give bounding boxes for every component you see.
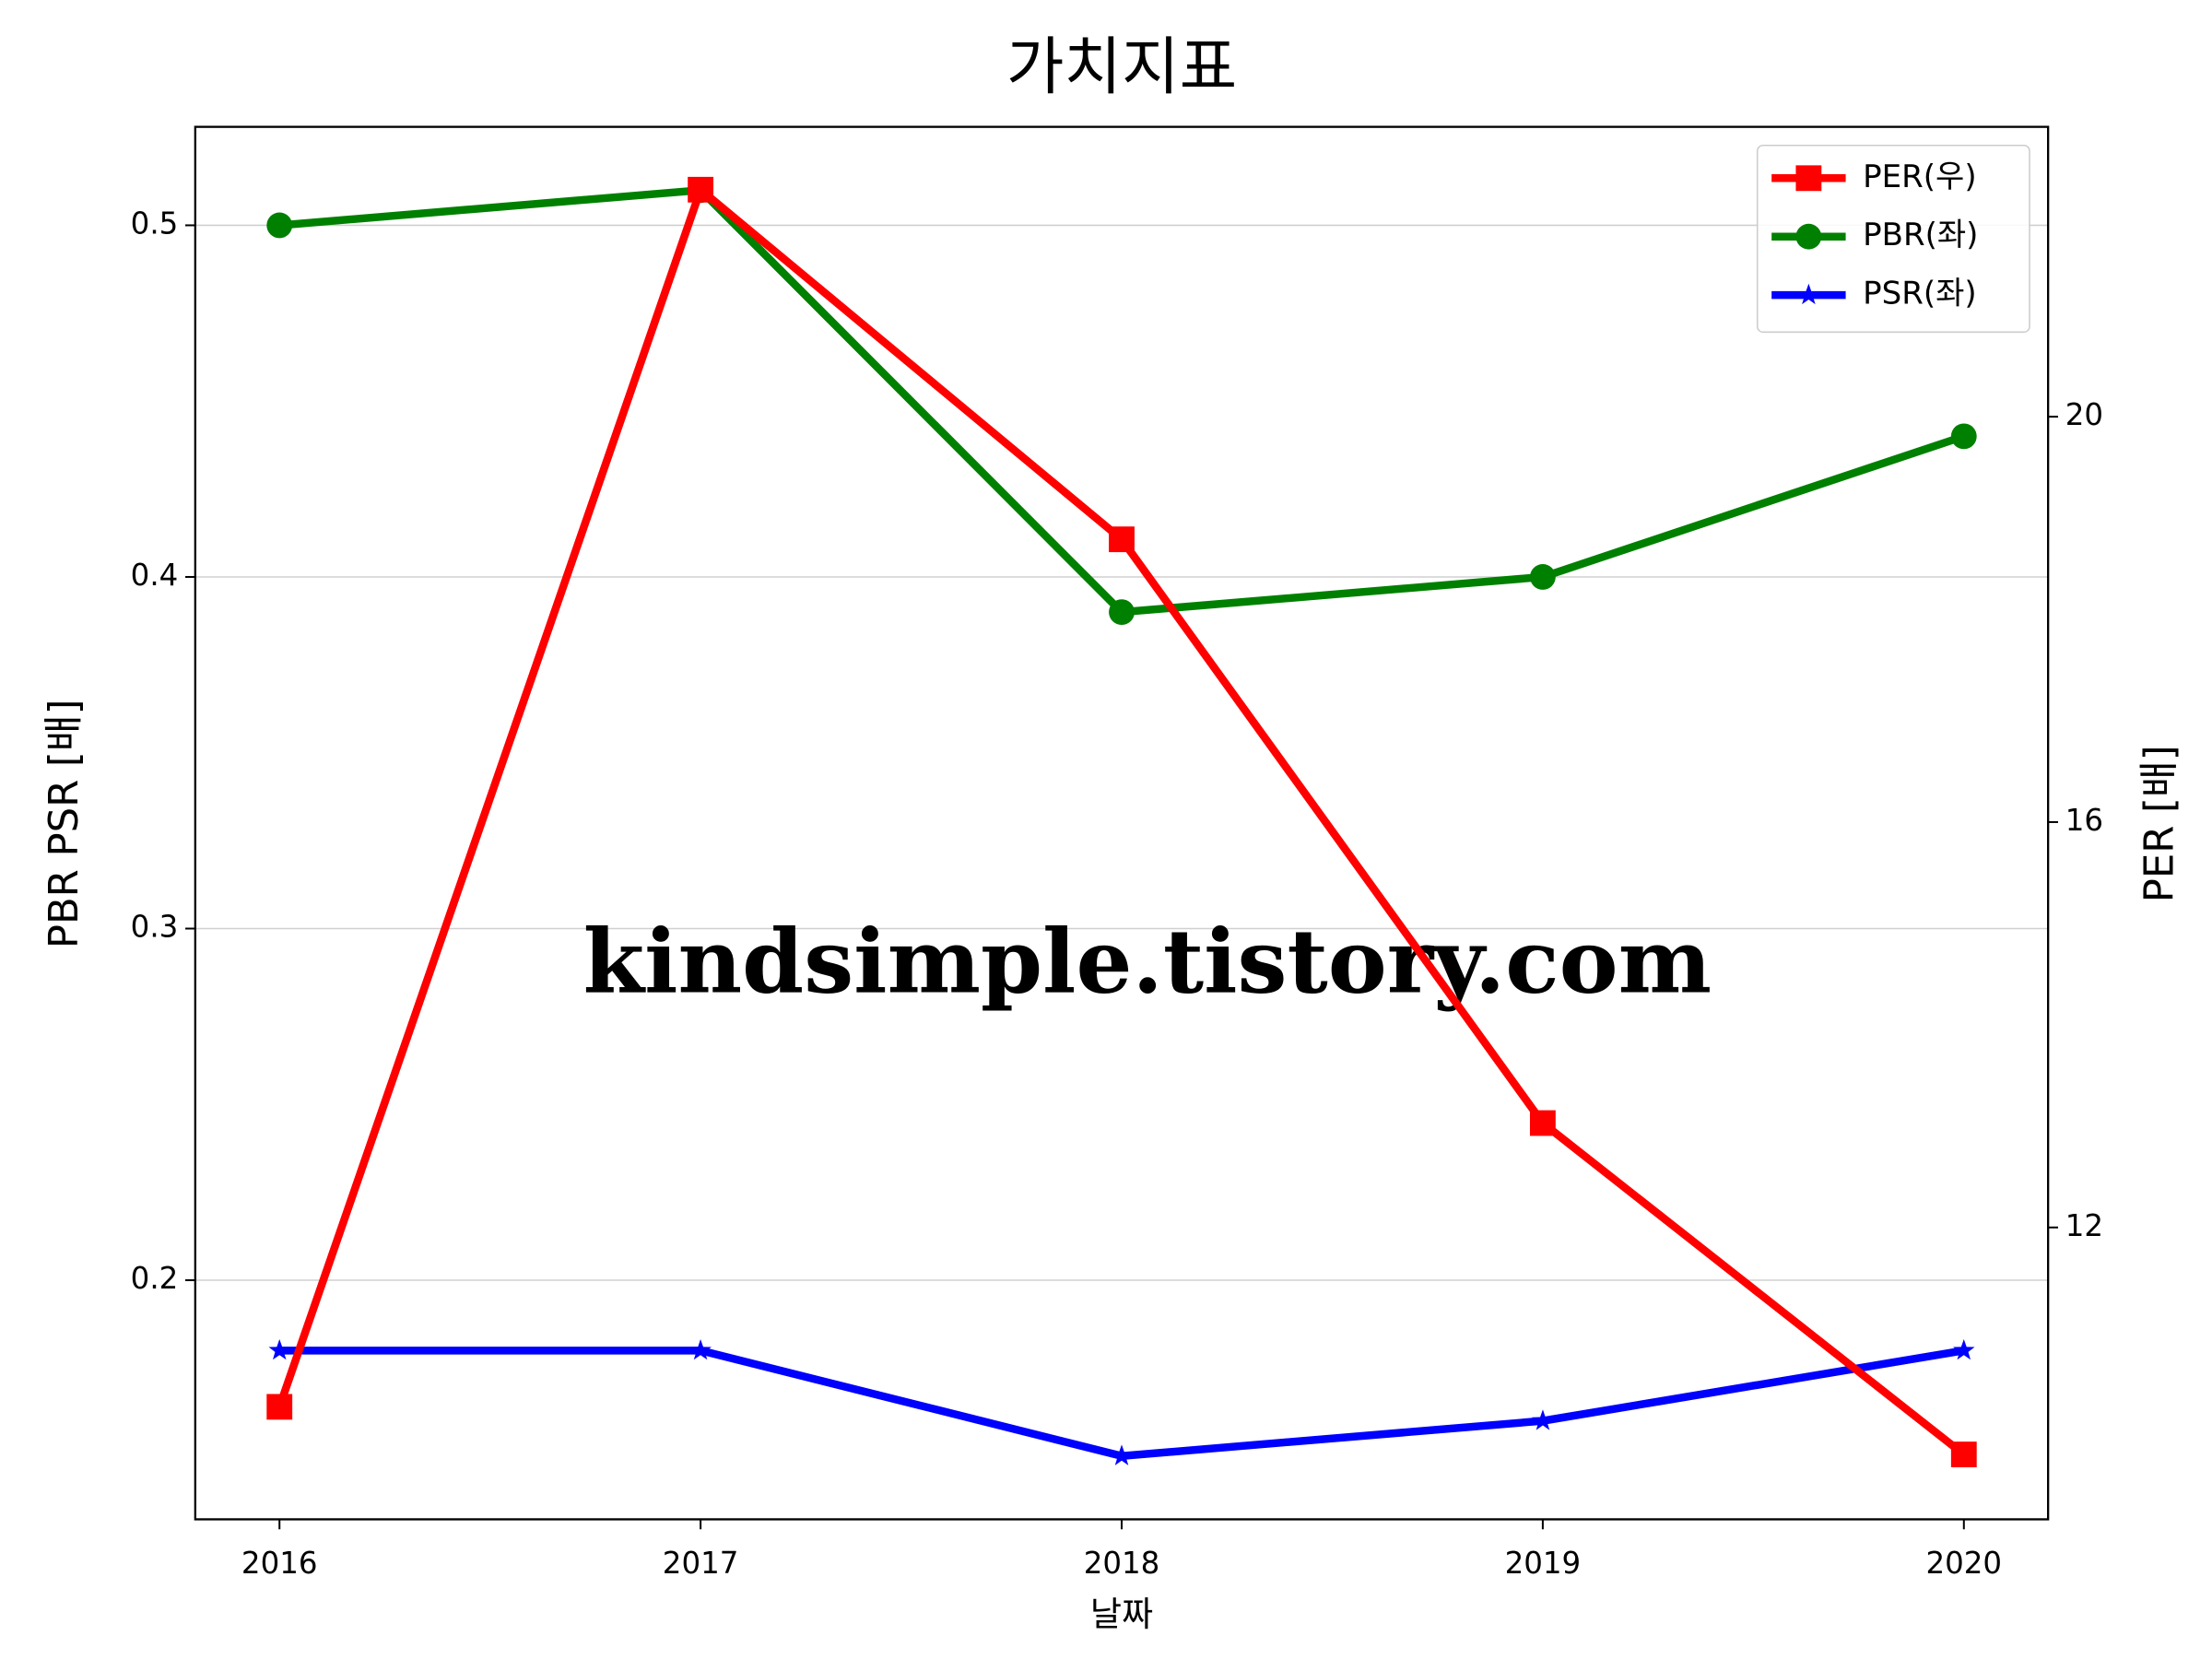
marker xyxy=(688,176,714,203)
marker xyxy=(266,212,293,239)
legend: PER(우) PBR(좌) PSR(좌) xyxy=(1756,144,2030,334)
y-tick-label: 0.3 xyxy=(131,909,179,944)
legend-label: PBR(좌) xyxy=(1863,217,1978,253)
chart-title: 가치지표 xyxy=(1006,31,1237,104)
x-tick-label: 2019 xyxy=(1505,1546,1582,1581)
y2-axis-label: PER [배] xyxy=(2136,745,2183,902)
legend-box xyxy=(1756,144,2030,334)
marker xyxy=(1953,1338,1975,1360)
marker xyxy=(266,1394,293,1420)
y-axis-label: PBR PSR [배] xyxy=(41,700,88,949)
x-tick-label: 2020 xyxy=(1925,1546,2002,1581)
legend-marker xyxy=(1795,223,1822,250)
y2-tick-label: 16 xyxy=(2065,803,2103,838)
marker xyxy=(268,1338,290,1360)
marker xyxy=(1950,423,1977,450)
axes-frame xyxy=(194,125,2050,1521)
legend-label: PER(우) xyxy=(1863,159,1976,195)
legend-marker xyxy=(1795,165,1822,192)
y-tick-label: 0.5 xyxy=(131,206,179,241)
marker xyxy=(1111,1444,1133,1465)
legend-marker xyxy=(1797,283,1820,305)
watermark: kindsimple.tistory.com xyxy=(583,909,1712,1013)
marker xyxy=(1109,599,1135,626)
marker xyxy=(1532,1409,1554,1430)
y-tick-label: 0.4 xyxy=(131,558,179,593)
y2-tick-label: 12 xyxy=(2065,1208,2103,1243)
x-tick-label: 2017 xyxy=(663,1546,739,1581)
marker xyxy=(1950,1441,1977,1467)
x-axis-label: 날짜 xyxy=(1090,1594,1153,1634)
legend-label: PSR(좌) xyxy=(1863,276,1977,312)
x-tick-label: 2016 xyxy=(241,1546,318,1581)
marker xyxy=(689,1338,712,1360)
x-tick-label: 2018 xyxy=(1084,1546,1160,1581)
y-tick-label: 0.2 xyxy=(131,1261,179,1296)
marker xyxy=(1529,1110,1556,1136)
y2-tick-label: 20 xyxy=(2065,397,2103,432)
marker xyxy=(1109,526,1135,553)
marker xyxy=(1529,564,1556,590)
